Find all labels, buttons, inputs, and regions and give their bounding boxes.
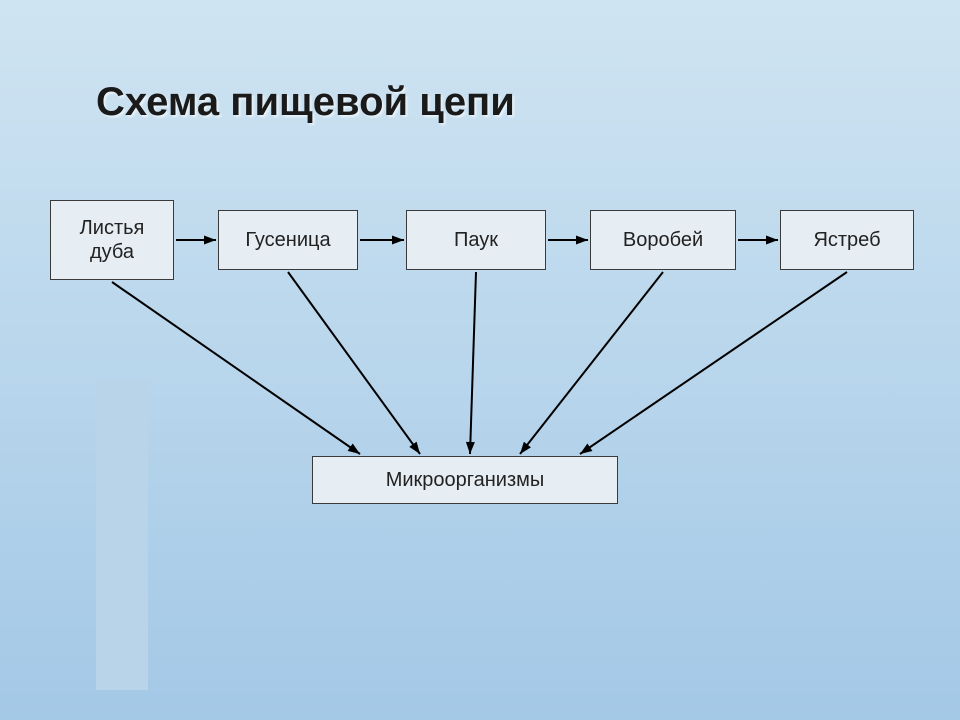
page-title: Схема пищевой цепи <box>96 80 515 125</box>
node-caterpillar: Гусеница <box>218 210 358 270</box>
node-leaves: Листья дуба <box>50 200 174 280</box>
node-sparrow: Воробей <box>590 210 736 270</box>
node-hawk: Ястреб <box>780 210 914 270</box>
node-microorganisms: Микроорганизмы <box>312 456 618 504</box>
node-spider: Паук <box>406 210 546 270</box>
